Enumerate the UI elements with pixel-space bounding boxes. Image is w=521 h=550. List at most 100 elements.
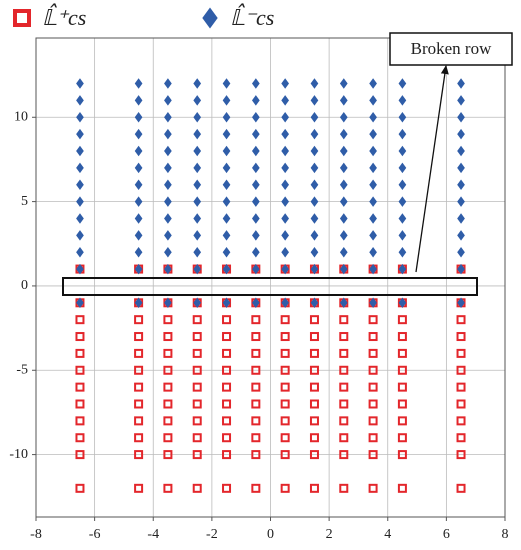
point (280, 365, 290, 375)
point (280, 348, 290, 358)
point (309, 332, 319, 342)
point (76, 78, 84, 89)
point (222, 179, 231, 190)
point (456, 416, 466, 426)
y-tick-label: 0 (21, 278, 28, 293)
point (134, 332, 144, 342)
x-tick-label: 8 (502, 527, 509, 542)
point (369, 162, 377, 174)
point (369, 230, 377, 241)
point (281, 179, 290, 190)
point (339, 95, 348, 106)
point (397, 365, 407, 375)
point (134, 433, 144, 443)
x-tick-label: 4 (384, 527, 391, 542)
point (281, 95, 290, 106)
point (134, 128, 143, 140)
point (251, 365, 261, 375)
point (75, 433, 85, 443)
point (397, 348, 407, 358)
point (134, 450, 144, 460)
point (456, 450, 466, 460)
point (368, 399, 378, 409)
point (369, 196, 377, 207)
point (222, 416, 232, 426)
point (369, 179, 377, 190)
point (339, 416, 349, 426)
point (75, 315, 85, 325)
point (222, 483, 232, 493)
point (192, 382, 202, 392)
point (251, 196, 260, 207)
point (163, 365, 173, 375)
point (76, 230, 84, 241)
point (222, 263, 231, 275)
point (222, 78, 231, 89)
point (339, 162, 348, 174)
point (397, 416, 407, 426)
point (193, 128, 202, 140)
point (281, 196, 290, 207)
point (163, 399, 173, 409)
point (134, 263, 143, 275)
point (457, 179, 465, 190)
point (134, 95, 143, 106)
point (398, 213, 407, 224)
point (163, 433, 173, 443)
point (251, 433, 261, 443)
point (397, 382, 407, 392)
point (309, 382, 319, 392)
point (339, 246, 348, 258)
point (163, 315, 173, 325)
point (251, 450, 261, 460)
point (163, 348, 173, 358)
point (163, 382, 173, 392)
point (134, 196, 143, 207)
legend-marker (13, 9, 31, 27)
point (192, 315, 202, 325)
point (369, 297, 377, 309)
point (163, 450, 173, 460)
point (193, 263, 202, 275)
annotation: Broken row (411, 39, 492, 58)
point (192, 433, 202, 443)
point (281, 162, 290, 174)
point (164, 246, 172, 258)
point (251, 78, 260, 89)
point (134, 112, 143, 123)
point (134, 416, 144, 426)
point (398, 179, 407, 190)
point (397, 433, 407, 443)
y-tick-label: -10 (9, 447, 28, 462)
point (368, 450, 378, 460)
point (192, 450, 202, 460)
point (222, 365, 232, 375)
point (339, 145, 348, 157)
point (310, 297, 319, 309)
point (193, 196, 202, 207)
point (76, 263, 84, 275)
point (164, 78, 172, 89)
point (397, 315, 407, 325)
point (134, 78, 143, 89)
point (309, 315, 319, 325)
y-tick-label: -5 (16, 362, 28, 377)
point (398, 78, 407, 89)
x-tick-label: -2 (206, 527, 218, 542)
point (164, 112, 172, 123)
point (368, 416, 378, 426)
legend-label: 𝕃̂⁻cs (230, 3, 274, 30)
point (251, 382, 261, 392)
point (222, 332, 232, 342)
x-tick-label: -8 (30, 527, 42, 542)
point (251, 213, 260, 224)
point (339, 196, 348, 207)
point (193, 112, 202, 123)
point (251, 332, 261, 342)
point (369, 145, 377, 157)
point (281, 213, 290, 224)
point (164, 213, 172, 224)
point (280, 450, 290, 460)
point (457, 246, 465, 258)
